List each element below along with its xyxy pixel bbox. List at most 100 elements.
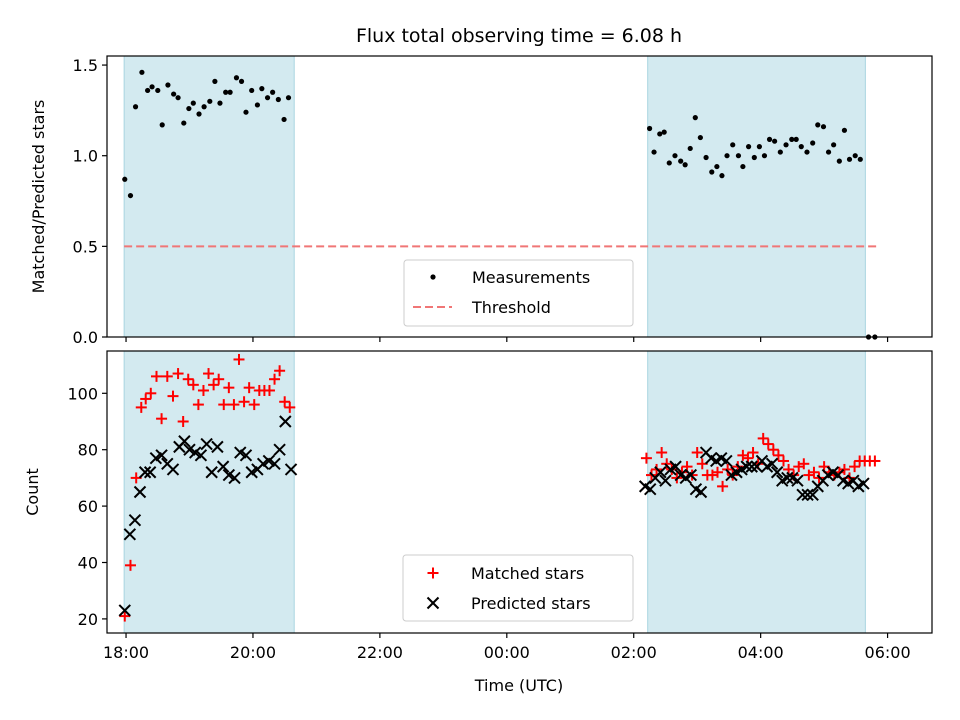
predicted-star-point (194, 449, 208, 462)
predicted-star-point (155, 449, 168, 462)
measurement-point (646, 125, 653, 132)
matched-star-point (228, 399, 240, 411)
measurement-point (132, 104, 139, 110)
y-tick-label: 100 (67, 384, 98, 403)
predicted-star-point (801, 488, 814, 502)
matched-star-point (233, 353, 245, 365)
predicted-star-point (745, 460, 758, 473)
predicted-star-point (765, 457, 779, 471)
matched-star-point (238, 396, 250, 408)
measurement-point (836, 158, 842, 164)
matched-star-point (124, 559, 136, 571)
matched-star-point (274, 365, 286, 377)
measurement-point (233, 75, 240, 81)
predicted-star-point (273, 443, 286, 456)
matched-star-point (757, 432, 769, 444)
legend-predicted-label: Predicted stars (471, 594, 591, 613)
measurement-point (815, 122, 821, 128)
measurement-point (139, 69, 145, 75)
predicted-star-point (720, 454, 733, 468)
predicted-star-point (200, 437, 213, 451)
legend-matched-marker (427, 567, 439, 579)
bottom-y-ticks: 20 40 60 80 100 (67, 384, 107, 629)
predicted-star-point (669, 460, 682, 473)
predicted-star-point (806, 488, 819, 502)
legend-threshold-label: Threshold (471, 298, 551, 317)
predicted-star-point (118, 604, 131, 617)
predicted-star-point (279, 415, 292, 428)
matched-star-point (182, 373, 194, 385)
measurement-point (217, 100, 223, 106)
measurement-point (155, 87, 161, 94)
legend-plus-glyph (427, 567, 439, 579)
top-legend-box (403, 259, 634, 327)
predicted-star-point (239, 449, 253, 462)
matched-star-point (161, 370, 173, 382)
matched-star-point (167, 390, 179, 402)
matched-star-point (808, 466, 820, 478)
measurement-point (745, 144, 752, 150)
matched-star-point (119, 610, 131, 622)
shaded-region (647, 350, 866, 634)
y-tick-label: 80 (78, 441, 98, 460)
measurement-points (122, 69, 878, 340)
matched-star-point (140, 393, 152, 405)
y-tick-label: 1.5 (73, 56, 98, 75)
measurement-point (798, 144, 804, 150)
matched-star-point (151, 370, 162, 382)
x-tick-label: 18:00 (103, 643, 149, 662)
measurement-point (666, 160, 672, 166)
measurement-point (697, 134, 703, 141)
y-tick-label: 1.0 (73, 147, 98, 166)
measurement-point (190, 100, 196, 106)
x-tick-label: 02:00 (611, 643, 657, 662)
matched-star-point (869, 455, 881, 467)
bottom-axes-frame (106, 350, 933, 634)
measurement-point (714, 163, 720, 170)
predicted-star-point (684, 468, 698, 482)
measurement-point (825, 149, 832, 155)
matched-star-point (203, 368, 215, 380)
shaded-region (123, 350, 295, 634)
measurement-point (852, 153, 858, 159)
x-tick-label: 00:00 (484, 643, 530, 662)
matched-star-point (172, 368, 184, 380)
matched-star-point (640, 452, 652, 464)
measurement-point (709, 169, 715, 175)
matched-star-point (187, 379, 199, 391)
measurement-point (735, 153, 742, 159)
measurement-point (127, 192, 134, 199)
measurement-point (254, 102, 261, 108)
measurement-point (281, 116, 287, 123)
measurement-point (159, 122, 165, 128)
y-tick-label: 60 (78, 497, 98, 516)
measurement-point (227, 89, 233, 95)
predicted-star-point (770, 466, 784, 479)
measurement-point (661, 129, 667, 135)
measurement-point (249, 87, 255, 94)
measurement-point (657, 131, 663, 137)
measurement-point (804, 149, 810, 155)
legend-measurements-label: Measurements (472, 268, 590, 287)
measurement-point (692, 115, 698, 121)
predicted-stars-points (118, 415, 870, 617)
measurement-point (761, 153, 768, 159)
matched-star-point (717, 480, 729, 492)
predicted-star-point (857, 477, 870, 490)
legend-matched-label: Matched stars (471, 564, 584, 583)
measurement-point (165, 82, 171, 88)
measurement-point (238, 78, 245, 84)
measurement-point (687, 145, 693, 152)
predicted-star-point (211, 440, 224, 454)
measurement-point (846, 156, 853, 162)
predicted-star-point (133, 485, 147, 499)
measurement-point (820, 124, 827, 130)
matched-star-point (135, 401, 147, 413)
measurement-point (766, 136, 773, 142)
measurement-point (259, 86, 265, 92)
matched-star-point (218, 399, 230, 411)
predicted-star-point (740, 460, 753, 473)
predicted-star-point (796, 488, 809, 502)
top-x-ticks (125, 337, 889, 342)
